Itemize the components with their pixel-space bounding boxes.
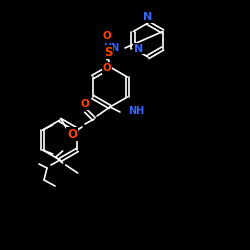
- Text: HN: HN: [103, 43, 119, 53]
- Text: N: N: [134, 44, 143, 54]
- Text: O: O: [80, 99, 90, 109]
- Text: O: O: [103, 63, 112, 73]
- Text: S: S: [104, 46, 112, 59]
- Text: O: O: [67, 128, 77, 140]
- Text: NH: NH: [128, 106, 144, 116]
- Text: O: O: [103, 31, 112, 41]
- Text: N: N: [144, 12, 152, 22]
